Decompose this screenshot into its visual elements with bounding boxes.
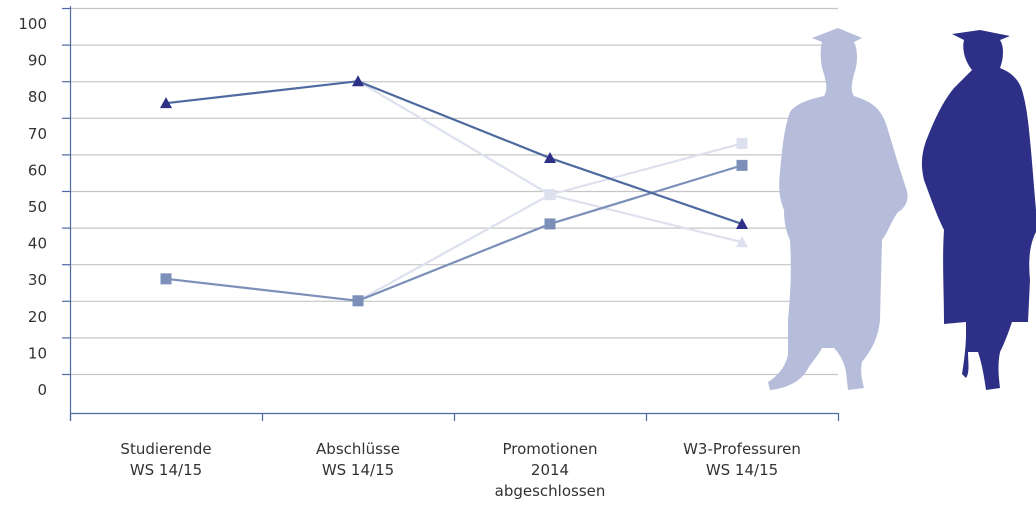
y-tick-label: 10: [28, 344, 47, 362]
gridlines: [70, 7, 838, 376]
axes: [62, 6, 840, 421]
male-graduate-silhouette: [768, 28, 908, 390]
y-tick-label: 100: [18, 15, 47, 33]
x-category-labels: Studierende WS 14/15 Abschlüsse WS 14/15 Pro…: [120, 440, 800, 500]
y-tick-label: 30: [28, 271, 47, 289]
data-point: [736, 217, 748, 229]
x-category-label: WS 14/15: [322, 461, 394, 479]
data-point: [352, 75, 364, 87]
data-point: [544, 189, 556, 201]
data-point: [160, 97, 172, 109]
data-point: [736, 159, 748, 171]
female-graduate-silhouette: [921, 30, 1036, 390]
series-line: [165, 164, 743, 302]
female-graduate-silhouette-shape: [921, 30, 1036, 390]
x-category-label: W3-Professuren: [683, 440, 801, 458]
y-tick-label: 90: [28, 52, 47, 70]
x-category-label: WS 14/15: [130, 461, 202, 479]
data-point: [160, 273, 172, 285]
x-category-label: 2014: [531, 461, 569, 479]
data-point: [352, 295, 364, 307]
series-3: [160, 159, 748, 307]
series-0: [160, 75, 748, 229]
male-graduate-silhouette-shape: [768, 28, 908, 390]
y-tick-label: 20: [28, 308, 47, 326]
x-category-label: Promotionen: [502, 440, 597, 458]
x-category-label: abgeschlossen: [495, 482, 606, 500]
x-category-label: Abschlüsse: [316, 440, 400, 458]
data-point: [736, 137, 748, 149]
series-line: [165, 80, 743, 225]
y-tick-label: 40: [28, 235, 47, 253]
x-category-label: Studierende: [120, 440, 211, 458]
series-lines: [160, 75, 748, 307]
data-point: [544, 218, 556, 230]
y-tick-label: 50: [28, 198, 47, 216]
y-tick-label: 70: [28, 125, 47, 143]
y-tick-label: 0: [37, 381, 47, 399]
x-category-label: WS 14/15: [706, 461, 778, 479]
y-tick-label: 60: [28, 161, 47, 179]
y-tick-labels: 0 10 20 30 40 50 60 70 80 90 100: [18, 15, 47, 399]
y-tick-label: 80: [28, 88, 47, 106]
data-point: [736, 236, 748, 248]
data-point: [544, 152, 556, 164]
